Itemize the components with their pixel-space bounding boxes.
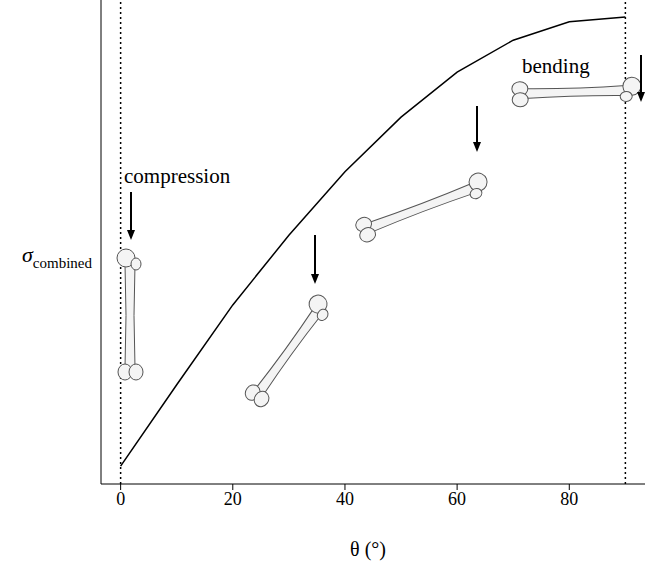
svg-text:compression: compression: [124, 164, 231, 188]
svg-text:bending: bending: [522, 54, 590, 78]
svg-text:80: 80: [560, 489, 578, 509]
svg-text:60: 60: [448, 489, 466, 509]
svg-text:σcombined: σcombined: [22, 242, 93, 271]
svg-text:0: 0: [116, 489, 125, 509]
svg-text:20: 20: [224, 489, 242, 509]
svg-text:40: 40: [336, 489, 354, 509]
svg-text:θ (°): θ (°): [350, 538, 386, 561]
